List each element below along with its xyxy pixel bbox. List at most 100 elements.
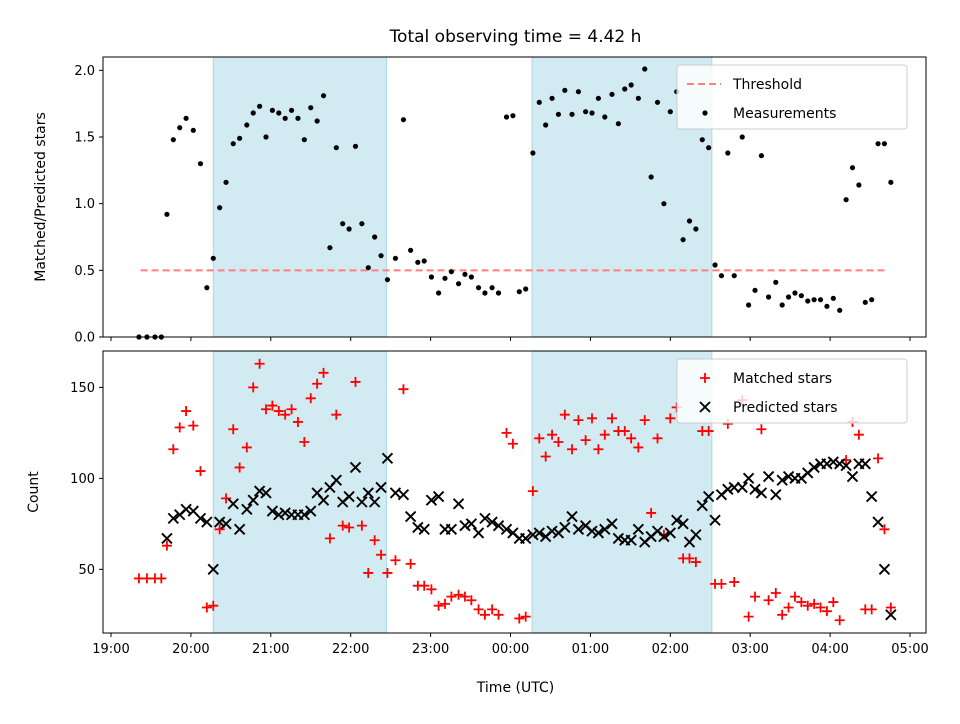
data-point: [808, 461, 820, 474]
data-point: [846, 470, 859, 483]
data-point: [865, 490, 878, 503]
data-point: [696, 499, 708, 512]
data-point: [749, 483, 761, 495]
data-point: [442, 275, 448, 281]
y-tick-label: 0.0: [74, 331, 95, 346]
data-point: [559, 521, 571, 534]
legend-box: [676, 64, 908, 130]
data-point: [712, 262, 718, 268]
data-point: [455, 281, 462, 287]
data-point: [702, 490, 715, 503]
bottom-panel: 19:00 20:00 21:00 22:00 23:00 00:00 01:00 02:00…: [26, 350, 929, 657]
data-point: [762, 470, 775, 483]
data-point: [263, 134, 269, 140]
data-point: [210, 255, 216, 261]
data-point: [533, 527, 545, 539]
data-point: [247, 494, 259, 506]
data-point: [381, 452, 394, 465]
data-point: [750, 591, 761, 602]
data-point: [365, 265, 371, 271]
data-point: [690, 529, 702, 541]
data-point: [241, 442, 252, 453]
data-point: [872, 516, 884, 528]
data-point: [227, 498, 239, 510]
data-point: [834, 615, 845, 626]
data-point: [397, 489, 410, 501]
top-panel: 0.0 0.5 1.0 1.5 2.0 Matched/Predicted stars Th…: [33, 56, 927, 346]
data-point: [201, 516, 213, 528]
data-point: [217, 205, 223, 211]
data-point: [267, 400, 278, 411]
data-point: [181, 406, 192, 417]
data-point: [633, 442, 644, 453]
data-point: [317, 494, 330, 506]
data-point: [583, 109, 589, 115]
data-point: [602, 114, 608, 120]
data-point: [344, 522, 355, 533]
x-tick-label: 02:00: [652, 642, 689, 657]
data-point: [703, 426, 714, 437]
data-point: [878, 563, 891, 575]
data-point: [763, 595, 774, 606]
x-tick-label: 23:00: [412, 642, 449, 657]
data-point: [446, 591, 457, 602]
data-point: [197, 161, 204, 167]
data-point: [479, 609, 490, 620]
data-point: [785, 294, 792, 300]
data-point: [493, 609, 504, 620]
data-point: [346, 226, 352, 232]
data-point: [547, 429, 558, 440]
data-point: [253, 485, 266, 497]
data-point: [384, 277, 391, 283]
data-point: [566, 510, 578, 523]
data-point: [709, 514, 721, 526]
data-point: [349, 461, 362, 474]
data-point: [632, 523, 645, 535]
data-point: [254, 358, 265, 369]
x-axis-label: Time (UTC): [476, 680, 554, 696]
y-tick-label: 1.0: [74, 197, 95, 212]
data-point: [667, 109, 673, 115]
data-point: [875, 141, 881, 147]
data-point: [492, 519, 505, 532]
data-point: [204, 285, 210, 291]
data-point: [286, 404, 297, 415]
data-point: [228, 424, 239, 435]
y-tick-label: 100: [70, 472, 95, 487]
data-point: [572, 523, 585, 535]
data-point: [230, 141, 236, 147]
legend-measurement-swatch: [702, 110, 708, 116]
data-point: [546, 525, 558, 537]
data-point: [418, 523, 430, 535]
data-point: [250, 110, 256, 116]
data-point: [684, 553, 695, 564]
data-point: [859, 458, 871, 470]
data-point: [468, 274, 474, 280]
data-point: [405, 558, 416, 569]
data-point: [811, 297, 817, 303]
x-tick-label: 19:00: [92, 642, 129, 657]
data-point: [888, 179, 894, 185]
data-point: [183, 115, 189, 121]
data-point: [827, 456, 839, 468]
data-point: [168, 444, 179, 455]
y-tick-label: 0.5: [74, 264, 95, 279]
data-point: [824, 303, 830, 309]
series-matched-stars: [133, 358, 896, 626]
data-point: [770, 587, 781, 598]
data-point: [459, 591, 470, 602]
y-tick-label: 50: [78, 563, 95, 578]
data-point: [514, 613, 525, 624]
data-point: [233, 523, 246, 535]
data-point: [606, 413, 617, 424]
data-point: [261, 404, 272, 415]
data-point: [390, 555, 401, 566]
data-point: [520, 532, 532, 545]
data-point: [288, 107, 295, 113]
data-point: [686, 218, 693, 224]
data-point: [330, 474, 342, 486]
data-point: [622, 86, 628, 92]
data-point: [167, 512, 179, 525]
data-point: [362, 487, 374, 499]
data-point: [472, 527, 485, 539]
